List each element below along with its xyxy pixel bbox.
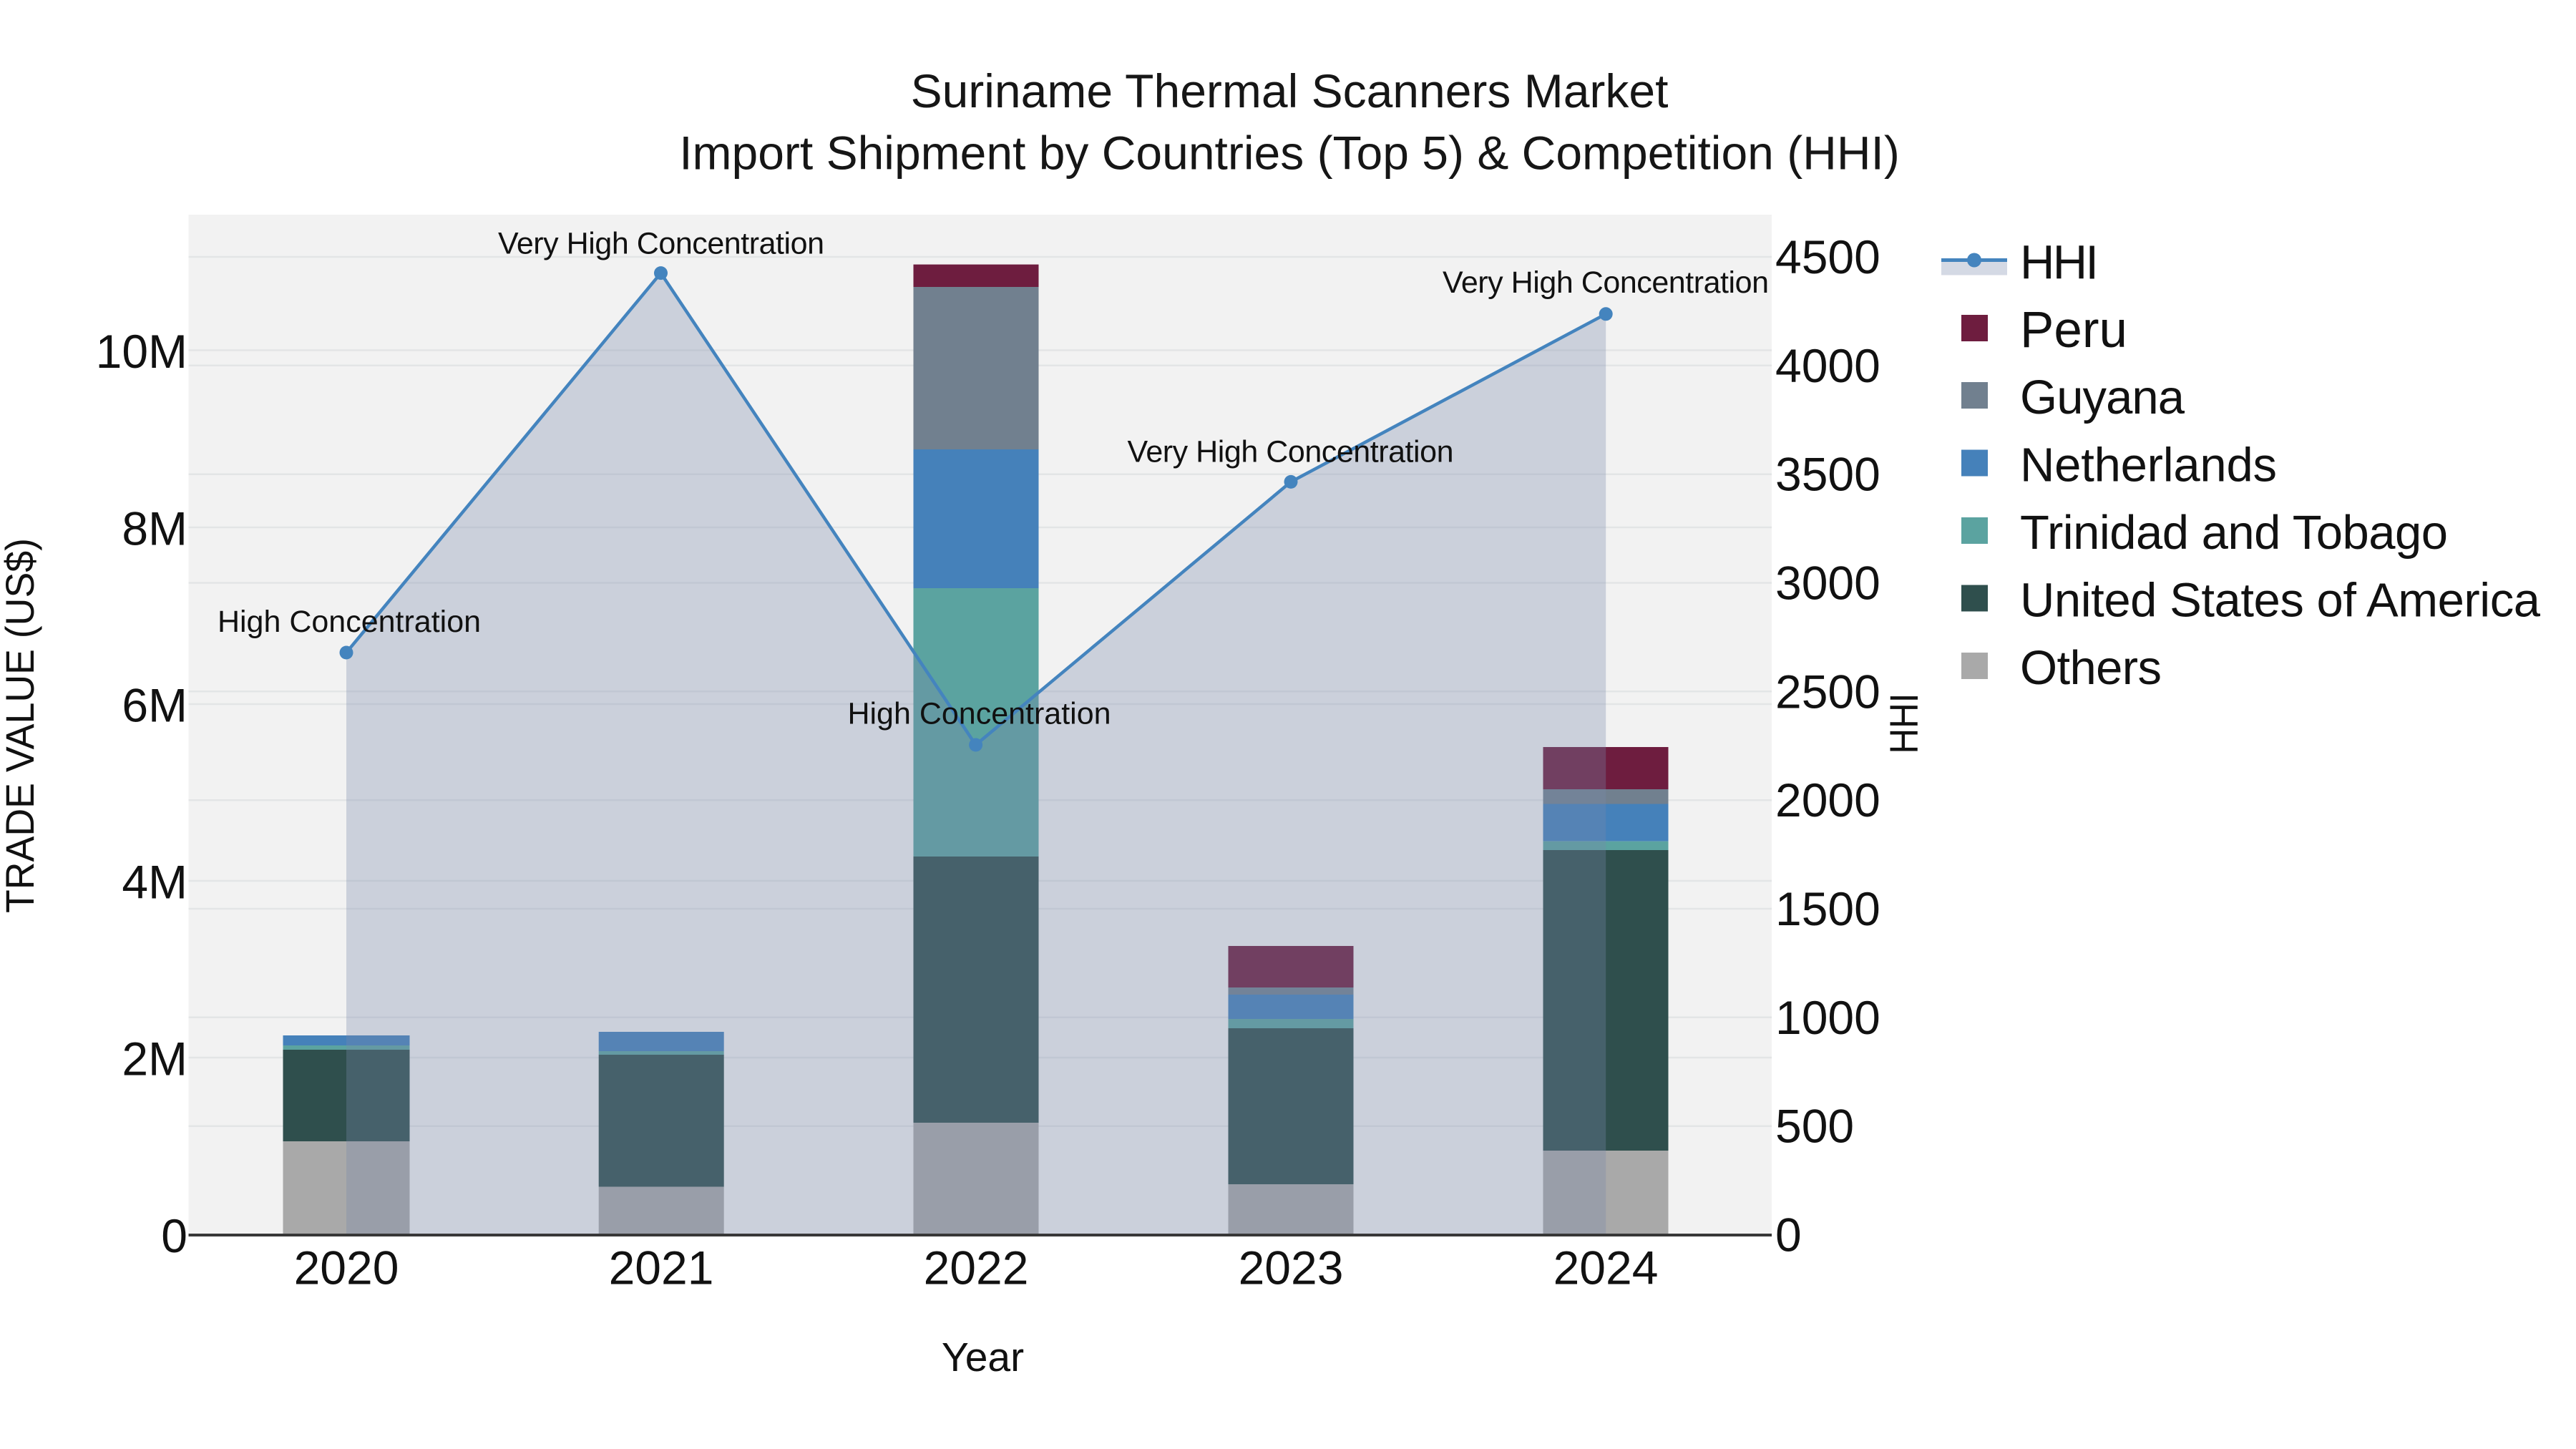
svg-text:High Concentration: High Concentration <box>847 697 1111 731</box>
svg-text:4500: 4500 <box>1775 230 1880 283</box>
svg-text:4M: 4M <box>122 856 187 909</box>
svg-text:High Concentration: High Concentration <box>218 605 481 639</box>
svg-text:10M: 10M <box>96 325 187 378</box>
svg-text:2500: 2500 <box>1775 665 1880 718</box>
svg-text:Very High Concentration: Very High Concentration <box>498 227 824 261</box>
svg-text:Netherlands: Netherlands <box>2020 439 2277 492</box>
svg-text:Year: Year <box>942 1335 1024 1380</box>
svg-text:0: 0 <box>161 1209 187 1262</box>
svg-text:1000: 1000 <box>1775 991 1880 1044</box>
svg-text:2020: 2020 <box>294 1241 399 1294</box>
svg-text:2022: 2022 <box>924 1241 1029 1294</box>
svg-text:2000: 2000 <box>1775 774 1880 826</box>
svg-text:HHI: HHI <box>2020 236 2099 290</box>
svg-text:4000: 4000 <box>1775 339 1880 392</box>
svg-text:2023: 2023 <box>1239 1241 1344 1294</box>
svg-text:2M: 2M <box>122 1033 187 1085</box>
svg-text:Very High Concentration: Very High Concentration <box>1128 435 1454 469</box>
svg-text:Others: Others <box>2020 641 2162 695</box>
svg-text:Import Shipment by Countries (: Import Shipment by Countries (Top 5) & C… <box>679 127 1900 180</box>
svg-text:3000: 3000 <box>1775 557 1880 610</box>
svg-text:Trinidad and Tobago: Trinidad and Tobago <box>2020 506 2448 560</box>
svg-text:Peru: Peru <box>2020 302 2127 358</box>
svg-text:Guyana: Guyana <box>2020 371 2185 424</box>
svg-text:8M: 8M <box>122 502 187 555</box>
svg-text:Suriname Thermal Scanners Mark: Suriname Thermal Scanners Market <box>911 64 1669 117</box>
svg-text:2024: 2024 <box>1553 1241 1659 1294</box>
svg-text:500: 500 <box>1775 1100 1854 1153</box>
svg-text:1500: 1500 <box>1775 882 1880 935</box>
svg-text:HHI: HHI <box>1881 693 1926 754</box>
svg-text:3500: 3500 <box>1775 448 1880 501</box>
svg-text:2021: 2021 <box>609 1241 714 1294</box>
svg-text:Very High Concentration: Very High Concentration <box>1443 265 1769 300</box>
svg-text:6M: 6M <box>122 679 187 732</box>
svg-text:United States of America: United States of America <box>2020 574 2541 628</box>
svg-text:TRADE VALUE (US$): TRADE VALUE (US$) <box>0 538 42 913</box>
svg-text:0: 0 <box>1775 1209 1802 1262</box>
